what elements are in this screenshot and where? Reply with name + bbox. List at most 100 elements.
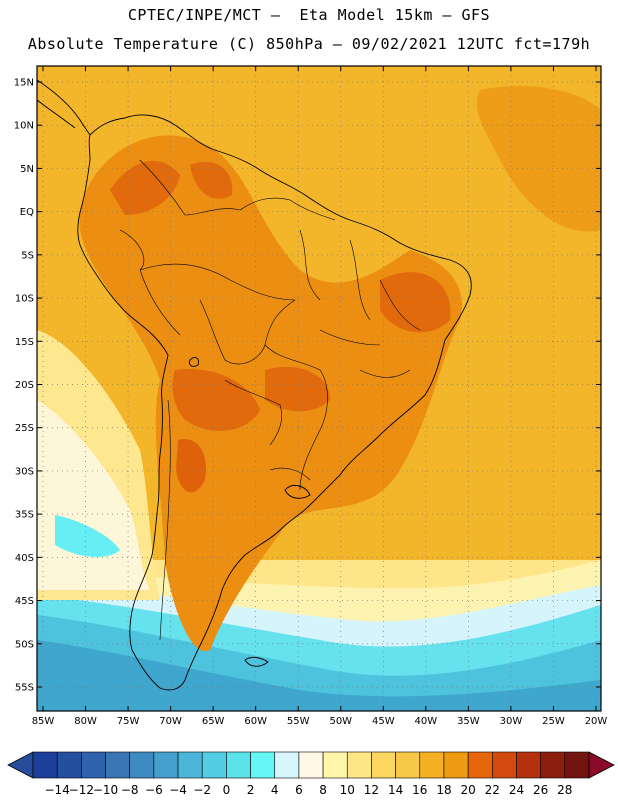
border-paraguay xyxy=(224,379,282,446)
border-guianas xyxy=(239,197,336,221)
border-brazil-west xyxy=(139,263,296,301)
central-america-coastline xyxy=(37,79,91,136)
field-hot-mato-grosso xyxy=(265,366,330,412)
colorbar-swatch xyxy=(298,751,324,779)
colorbar-swatch xyxy=(153,751,179,779)
map-title-source: CPTEC/INPE/MCT – Eta Model 15km – GFS xyxy=(127,6,491,24)
colorbar-label: 20 xyxy=(460,783,475,797)
map-frame xyxy=(36,65,602,712)
south-america-coastline xyxy=(77,114,472,691)
border-uruguay xyxy=(269,467,311,481)
temperature-field xyxy=(37,66,601,711)
lon-label: 65W xyxy=(202,716,225,727)
colorbar-label: −2 xyxy=(193,783,211,797)
colorbar-swatch xyxy=(56,751,82,779)
field-hot-argentina xyxy=(176,439,206,493)
colorbar-swatch xyxy=(540,751,566,779)
lon-label: 25W xyxy=(542,716,565,727)
colorbar-label: 28 xyxy=(557,783,572,797)
lon-label: 35W xyxy=(457,716,480,727)
colorbar-swatch xyxy=(274,751,300,779)
lon-label: 75W xyxy=(117,716,140,727)
lat-label: 10S xyxy=(15,294,34,305)
colorbar-under-arrow xyxy=(7,751,34,779)
colorbar-label: 10 xyxy=(340,783,355,797)
lon-label: 85W xyxy=(32,716,55,727)
lat-label: 10N xyxy=(14,121,34,132)
field-hot-colombia xyxy=(110,160,180,215)
colorbar-swatch xyxy=(419,751,445,779)
field-band-cool6 xyxy=(37,640,601,711)
falklands xyxy=(244,656,269,667)
colorbar-swatch xyxy=(201,751,227,779)
colorbar: −14−12−10 −8 −6 −4 −2 0 2 4 6 8 10 12 14 16 18 20 22 24 26… xyxy=(7,751,615,797)
colorbar-label: 24 xyxy=(509,783,524,797)
colorbar-label: 4 xyxy=(271,783,279,797)
lat-label: 40S xyxy=(15,553,34,564)
colorbar-label: 22 xyxy=(485,783,500,797)
map-axes: 15N 10N 5N EQ 5S 10S 15S 20S 25S 30S 35S 40S 45S 50S 5… xyxy=(14,66,608,727)
coastlines xyxy=(37,79,472,691)
colorbar-swatch xyxy=(564,751,590,779)
field-hot-ne-brazil xyxy=(380,272,451,333)
colorbar-label: 6 xyxy=(295,783,303,797)
colorbar-label: −8 xyxy=(121,783,139,797)
colorbar-label: 8 xyxy=(319,783,327,797)
colorbar-swatch xyxy=(226,751,251,779)
colorbar-label: 16 xyxy=(412,783,427,797)
lon-label: 80W xyxy=(74,716,97,727)
lat-label: 50S xyxy=(15,639,34,650)
colorbar-label: 12 xyxy=(364,783,379,797)
border-brazil-south xyxy=(264,344,328,491)
lon-label: 60W xyxy=(244,716,267,727)
lat-label: 20S xyxy=(15,380,34,391)
colorbar-label: 0 xyxy=(223,783,231,797)
lat-label: 5S xyxy=(21,250,34,261)
graticule xyxy=(37,66,601,711)
colorbar-label: −14 xyxy=(45,783,70,797)
lon-label: 50W xyxy=(329,716,352,727)
colorbar-label: −12 xyxy=(69,783,94,797)
lat-label: 35S xyxy=(15,510,34,521)
lake-titicaca xyxy=(189,357,199,367)
colorbar-label: −4 xyxy=(169,783,187,797)
lon-label: 45W xyxy=(372,716,395,727)
border-argentina-chile xyxy=(159,399,171,641)
colorbar-swatch xyxy=(467,751,493,779)
colorbar-label: −10 xyxy=(93,783,118,797)
colorbar-swatch xyxy=(177,751,203,779)
lat-label: 55S xyxy=(15,683,34,694)
colorbar-swatch xyxy=(492,751,517,779)
colorbar-swatch xyxy=(395,751,421,779)
colorbar-swatch xyxy=(371,751,396,779)
lat-label: 15N xyxy=(14,78,34,89)
border-brazil-states xyxy=(299,229,421,378)
colorbar-label: −6 xyxy=(145,783,163,797)
lon-label: 70W xyxy=(159,716,182,727)
political-borders xyxy=(119,159,421,641)
colorbar-swatch xyxy=(105,751,130,779)
border-peru xyxy=(119,229,181,336)
lat-label: 15S xyxy=(15,337,34,348)
field-atlantic-warm xyxy=(476,86,601,232)
lon-label: 55W xyxy=(287,716,310,727)
border-colombia-venezuela xyxy=(139,159,241,216)
lon-label: 30W xyxy=(500,716,523,727)
field-hot-chaco xyxy=(172,369,260,431)
colorbar-over-arrow xyxy=(588,751,615,779)
colorbar-swatch xyxy=(250,751,276,779)
central-america-coast-2 xyxy=(37,99,76,129)
colorbar-swatch xyxy=(32,751,58,779)
lon-label: 20W xyxy=(585,716,608,727)
colorbar-swatch xyxy=(81,751,106,779)
lat-label: 5N xyxy=(20,164,34,175)
colorbar-swatch xyxy=(129,751,155,779)
lon-label: 40W xyxy=(415,716,438,727)
border-bolivia xyxy=(199,299,296,365)
colorbar-swatch xyxy=(516,751,541,779)
lagoa-dos-patos xyxy=(284,484,311,499)
colorbar-label: 26 xyxy=(533,783,548,797)
lat-label: 45S xyxy=(15,596,34,607)
lat-label: 25S xyxy=(15,423,34,434)
